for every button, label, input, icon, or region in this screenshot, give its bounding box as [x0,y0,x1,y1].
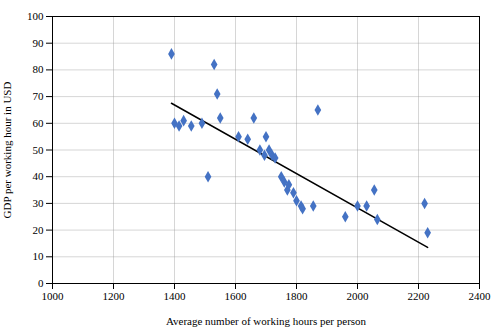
svg-text:2000: 2000 [347,290,370,302]
svg-text:2200: 2200 [408,290,431,302]
svg-text:1000: 1000 [42,290,65,302]
svg-text:1200: 1200 [103,290,126,302]
svg-text:1400: 1400 [164,290,187,302]
svg-text:1800: 1800 [286,290,309,302]
svg-text:100: 100 [27,10,44,22]
svg-text:30: 30 [33,197,45,209]
svg-text:40: 40 [33,170,45,182]
svg-text:GDP per working hour in USD: GDP per working hour in USD [1,82,13,219]
svg-text:20: 20 [33,224,45,236]
svg-text:50: 50 [33,144,45,156]
svg-text:60: 60 [33,117,45,129]
svg-text:2400: 2400 [469,290,492,302]
svg-text:80: 80 [33,63,45,75]
svg-text:1600: 1600 [225,290,248,302]
svg-text:70: 70 [33,90,45,102]
svg-text:Average number of working hour: Average number of working hours per pers… [166,315,367,327]
svg-text:10: 10 [33,250,45,262]
svg-text:90: 90 [33,37,45,49]
svg-text:0: 0 [38,277,44,289]
